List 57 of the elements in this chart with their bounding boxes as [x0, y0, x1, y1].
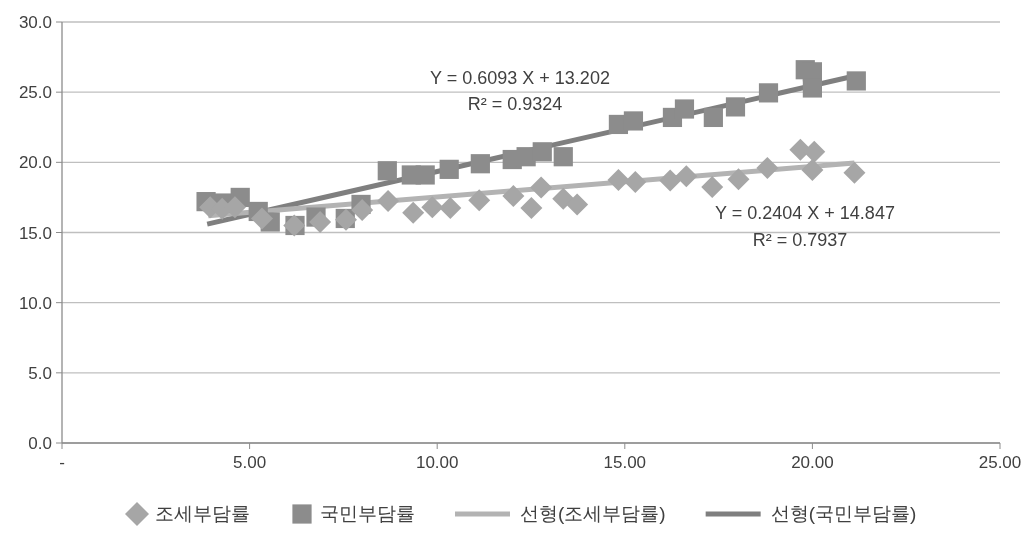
point — [530, 176, 553, 199]
point — [843, 161, 866, 184]
annotation: Y = 0.6093 X + 13.202 — [430, 68, 610, 88]
point — [801, 159, 824, 182]
point — [566, 193, 589, 216]
annotation: R² = 0.9324 — [467, 94, 563, 114]
point — [532, 142, 552, 162]
point — [553, 147, 573, 167]
point — [377, 161, 397, 181]
y-tick-label: 30.0 — [18, 13, 52, 32]
point — [402, 201, 425, 224]
point — [624, 170, 647, 193]
point — [674, 99, 695, 119]
point — [552, 187, 575, 210]
point — [659, 169, 682, 192]
point — [421, 196, 444, 219]
x-tick-label: 20.00 — [791, 453, 834, 472]
y-tick-label: 0.0 — [28, 434, 52, 453]
x-tick-label: - — [59, 453, 65, 472]
point — [439, 196, 462, 219]
x-tick-label: 5.00 — [233, 453, 267, 472]
point — [758, 83, 779, 103]
legend-label: 국민부담률 — [320, 503, 415, 524]
point — [415, 165, 435, 185]
y-tick-label: 15.0 — [18, 223, 52, 243]
legend-label: 선형(국민부담률) — [770, 503, 917, 524]
point — [470, 154, 490, 174]
point — [727, 168, 750, 191]
y-tick-label: 20.0 — [18, 153, 52, 173]
x-tick-label: 15.00 — [603, 453, 647, 472]
point — [607, 168, 630, 191]
x-tick-label: 10.00 — [415, 453, 459, 472]
point — [802, 78, 822, 98]
y-tick-label: 5.0 — [28, 363, 52, 383]
point — [250, 207, 273, 230]
point — [520, 196, 543, 219]
annotation: R² = 0.7937 — [752, 230, 848, 250]
point — [703, 107, 723, 128]
legend-label: 조세부담률 — [155, 503, 250, 524]
point — [351, 199, 374, 222]
point — [309, 210, 332, 233]
point — [468, 189, 491, 212]
point — [725, 97, 746, 117]
x-tick-label: 25.00 — [978, 453, 1022, 472]
point — [756, 156, 779, 179]
point — [439, 159, 459, 179]
y-tick-label: 25.0 — [18, 83, 52, 103]
point — [377, 189, 400, 212]
point — [803, 140, 826, 163]
point — [675, 165, 698, 188]
point — [846, 71, 866, 91]
y-tick-label: 10.0 — [18, 293, 52, 313]
point — [623, 111, 644, 131]
point — [502, 185, 525, 208]
point — [701, 175, 724, 198]
annotation: Y = 0.2404 X + 14.847 — [715, 203, 895, 223]
legend-label: 선형(조세부담률) — [520, 503, 666, 524]
